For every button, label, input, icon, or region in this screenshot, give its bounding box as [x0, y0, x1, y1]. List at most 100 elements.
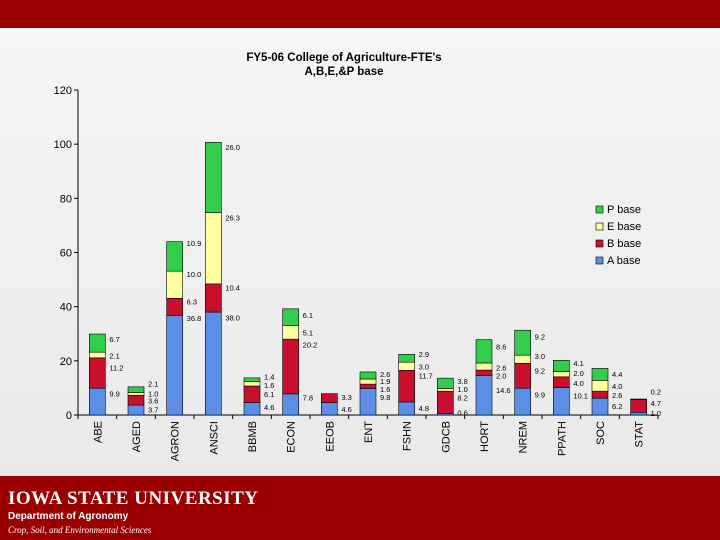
data-label: 4.8 [419, 404, 429, 413]
bar-ent-a-base [359, 388, 377, 416]
data-label: 4.6 [341, 405, 351, 414]
x-tick-label-econ: ECON [286, 421, 298, 453]
data-label: 10.0 [187, 270, 202, 279]
chart-title: FY5-06 College of Agriculture-FTE's [246, 52, 441, 64]
bar-econ-e-base [282, 325, 299, 340]
bar-eeob-a-base [321, 402, 338, 416]
bar-aged-e-base [127, 392, 145, 396]
x-tick-label-fshn: FSHN [402, 421, 414, 451]
bar-ansci-a-base [205, 311, 222, 416]
data-label: 36.8 [187, 314, 202, 323]
stacked-bar-chart: FY5-06 College of Agriculture-FTE's A,B,… [54, 52, 661, 462]
data-label: 0.6 [457, 409, 467, 418]
x-tick-label-stat: STAT [634, 421, 646, 448]
bar-bbmb-p-base [243, 377, 261, 382]
legend: P base E base B base A base [595, 204, 641, 267]
bar-agron-p-base [166, 241, 183, 272]
bar-stat-b-base [630, 399, 647, 413]
bar-agron-b-base [166, 297, 183, 316]
bar-bbmb-a-base [243, 402, 261, 416]
bar-ppath-e-base [553, 371, 570, 378]
data-label: 9.8 [380, 393, 390, 402]
legend-label: A base [607, 255, 641, 267]
x-tick-label-gdcb: GDCB [440, 421, 452, 453]
data-label: 2.9 [419, 350, 429, 359]
legend-label: B base [607, 238, 641, 250]
y-tick-label: 0 [66, 410, 72, 422]
y-tick-label: 40 [60, 302, 72, 314]
x-tick-label-abe: ABE [92, 421, 104, 443]
data-label: 1.9 [380, 377, 390, 386]
data-label: 4.1 [573, 359, 583, 368]
bar-bbmb-e-base [243, 381, 261, 387]
footer: IOWA STATE UNIVERSITY Department of Agro… [0, 476, 720, 540]
data-label: 2.1 [109, 351, 119, 360]
data-label: 26.3 [225, 213, 240, 222]
bar-gdcb-e-base [437, 388, 454, 392]
x-tick-labels: ABE AGED AGRON ANSCI BBMB ECON EEOB ENT FSHN GDCB… [92, 421, 645, 462]
bars [89, 141, 647, 416]
top-band [0, 0, 720, 28]
bar-nrem-p-base [514, 329, 531, 356]
bar-ent-p-base [359, 371, 377, 380]
x-tick-label-ent: ENT [363, 421, 375, 443]
y-tick-label: 80 [60, 193, 72, 205]
legend-label: P base [607, 204, 641, 216]
data-label: 11.2 [109, 364, 123, 373]
x-tick-label-agron: AGRON [170, 421, 182, 461]
x-tick-label-ppath: PPATH [556, 421, 568, 456]
university-name: IOWA STATE UNIVERSITY [8, 488, 259, 509]
bar-econ-a-base [282, 393, 299, 416]
bar-gdcb-p-base [437, 377, 454, 389]
data-label: 20.2 [303, 341, 318, 350]
legend-swatch [595, 222, 604, 231]
y-tick-label: 100 [54, 139, 72, 151]
legend-swatch [595, 256, 604, 265]
data-label: 6.1 [264, 390, 274, 399]
data-label: 8.2 [457, 393, 467, 402]
data-label: 2.0 [573, 369, 583, 378]
bar-ppath-p-base [553, 359, 570, 372]
data-label: 5.1 [303, 328, 313, 337]
data-label: 9.2 [535, 332, 545, 341]
slide-area: FY5-06 College of Agriculture-FTE's A,B,… [0, 28, 720, 476]
data-label: 3.6 [148, 397, 158, 406]
data-label: 6.3 [187, 297, 197, 306]
bar-soc-b-base [591, 390, 609, 399]
x-tick-label-nrem: NREM [518, 421, 530, 453]
bar-agron-e-base [166, 270, 183, 299]
bar-aged-a-base [127, 404, 145, 416]
bar-hort-p-base [475, 339, 493, 364]
x-tick-label-ansci: ANSCI [208, 421, 220, 455]
data-label: 1.0 [457, 385, 467, 394]
data-label: 10.1 [573, 392, 588, 401]
bar-aged-b-base [127, 394, 145, 406]
data-label: 4.0 [612, 382, 622, 391]
bar-ent-b-base [359, 383, 377, 389]
bar-bbmb-b-base [243, 385, 261, 403]
bar-hort-b-base [475, 369, 493, 376]
data-label: 9.9 [535, 390, 545, 399]
bar-agron-a-base [166, 315, 183, 416]
x-tick-label-soc: SOC [595, 421, 607, 445]
x-tick-label-eeob: EEOB [324, 421, 336, 452]
bar-ansci-e-base [205, 212, 222, 285]
legend-swatch [595, 205, 604, 214]
data-label: 2.6 [612, 391, 622, 400]
data-label: 0.2 [651, 387, 661, 396]
data-label: 26.0 [225, 143, 240, 152]
data-label: 6.7 [109, 335, 119, 344]
data-label: 38.0 [225, 314, 240, 323]
data-label: 2.6 [380, 370, 390, 379]
data-label: 3.3 [341, 393, 351, 402]
bar-fshn-b-base [398, 370, 415, 403]
data-label: 6.2 [612, 402, 622, 411]
bar-soc-e-base [591, 380, 609, 392]
bar-aged-p-base [127, 386, 145, 393]
data-label: 4.7 [651, 399, 661, 408]
x-tick-label-hort: HORT [479, 421, 491, 452]
x-tick-label-bbmb: BBMB [247, 421, 259, 452]
legend-swatch [595, 239, 604, 248]
bar-ppath-b-base [553, 376, 570, 388]
bar-fshn-a-base [398, 401, 415, 416]
